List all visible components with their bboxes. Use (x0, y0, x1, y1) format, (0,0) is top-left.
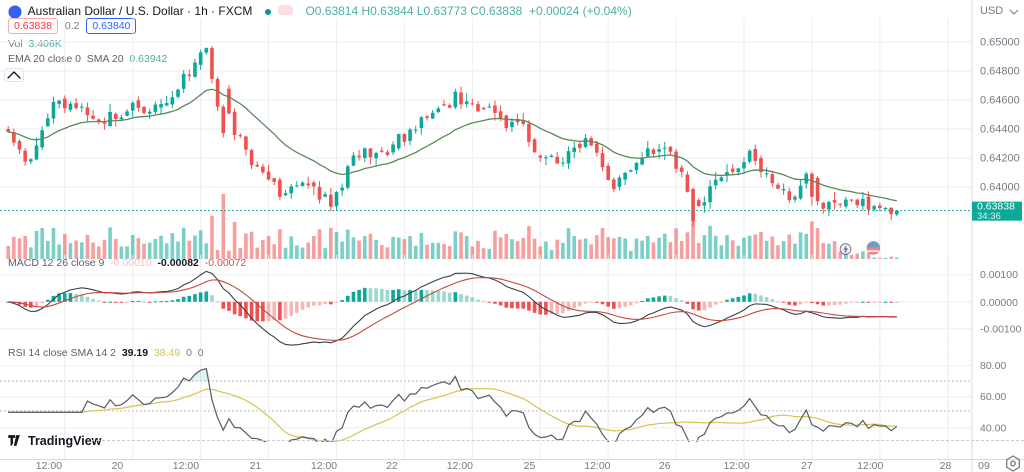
svg-text:22: 22 (386, 460, 398, 472)
svg-text:12:00: 12:00 (857, 460, 883, 472)
svg-text:12:00: 12:00 (173, 460, 199, 472)
svg-text:12:00: 12:00 (311, 460, 337, 472)
svg-text:21: 21 (250, 460, 262, 472)
svg-text:12:00: 12:00 (584, 460, 610, 472)
svg-text:26: 26 (659, 460, 671, 472)
svg-text:09: 09 (978, 460, 990, 472)
svg-text:12:00: 12:00 (724, 460, 750, 472)
svg-text:12:00: 12:00 (447, 460, 473, 472)
svg-text:25: 25 (524, 460, 536, 472)
svg-text:27: 27 (801, 460, 813, 472)
svg-text:20: 20 (112, 460, 124, 472)
svg-text:28: 28 (940, 460, 952, 472)
svg-text:12:00: 12:00 (36, 460, 62, 472)
